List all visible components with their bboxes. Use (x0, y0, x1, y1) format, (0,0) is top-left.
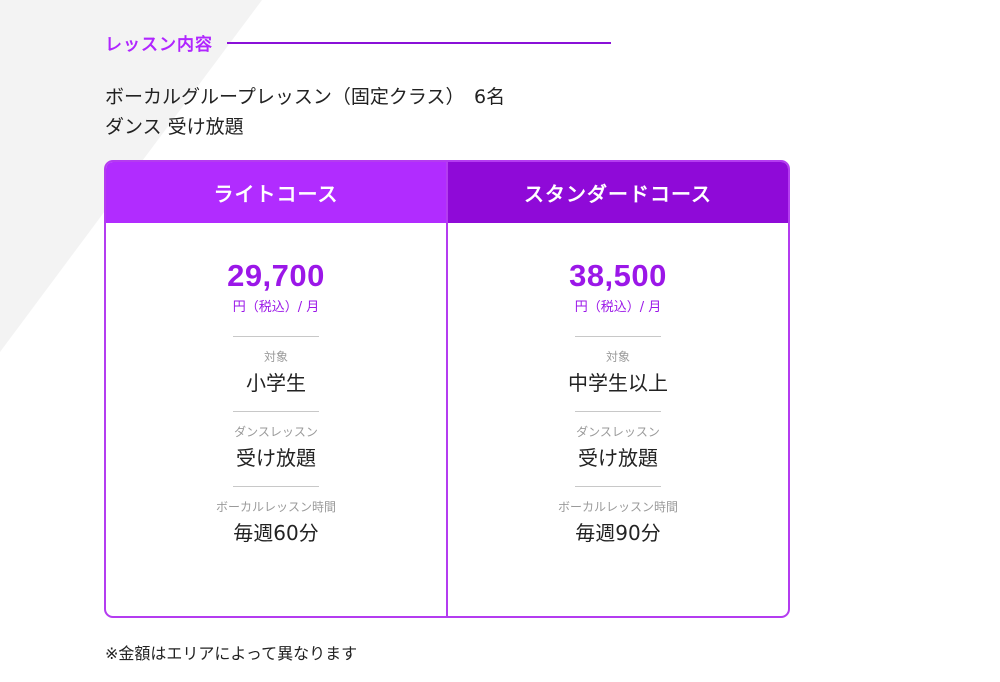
target-value: 小学生 (246, 371, 306, 395)
divider (233, 486, 319, 487)
course-body-lite: 29,700 円（税込）/ 月 対象 小学生 ダンスレッスン 受け放題 ボーカル… (106, 223, 446, 616)
intro-line-dance: ダンス 受け放題 (105, 116, 244, 138)
course-price: 29,700 (227, 258, 325, 293)
divider (575, 411, 661, 412)
heading-divider (227, 41, 611, 44)
divider (575, 486, 661, 487)
dance-lesson-value: 受け放題 (578, 446, 658, 470)
price-unit: 円（税込）/ 月 (574, 300, 662, 315)
target-value: 中学生以上 (568, 371, 668, 395)
course-header-lite: ライトコース (106, 162, 446, 223)
price-note: ※金額はエリアによって異なります (105, 644, 358, 663)
target-label: 対象 (605, 350, 630, 364)
vocal-lesson-time-value: 毎週90分 (575, 521, 661, 545)
intro-line-vocal: ボーカルグループレッスン（固定クラス） 6名 (105, 86, 506, 108)
target-label: 対象 (263, 350, 288, 364)
price-unit: 円（税込）/ 月 (232, 300, 320, 315)
vocal-lesson-time-label: ボーカルレッスン時間 (215, 500, 336, 514)
course-comparison-table: ライトコース 29,700 円（税込）/ 月 対象 小学生 ダンスレッスン 受け… (104, 160, 790, 618)
divider (233, 411, 319, 412)
section-heading-label: レッスン内容 (105, 35, 213, 55)
section-heading: レッスン内容 (105, 30, 611, 55)
dance-lesson-value: 受け放題 (236, 446, 316, 470)
lesson-intro: ボーカルグループレッスン（固定クラス） 6名 ダンス 受け放題 (105, 82, 505, 142)
course-column-standard: スタンダードコース 38,500 円（税込）/ 月 対象 中学生以上 ダンスレッ… (446, 162, 788, 616)
course-body-standard: 38,500 円（税込）/ 月 対象 中学生以上 ダンスレッスン 受け放題 ボー… (448, 223, 788, 616)
divider (233, 336, 319, 337)
dance-lesson-label: ダンスレッスン (576, 425, 660, 439)
course-price: 38,500 (569, 258, 667, 293)
course-column-lite: ライトコース 29,700 円（税込）/ 月 対象 小学生 ダンスレッスン 受け… (106, 162, 446, 616)
vocal-lesson-time-label: ボーカルレッスン時間 (557, 500, 678, 514)
course-header-standard: スタンダードコース (448, 162, 788, 223)
vocal-lesson-time-value: 毎週60分 (233, 521, 319, 545)
dance-lesson-label: ダンスレッスン (234, 425, 318, 439)
divider (575, 336, 661, 337)
